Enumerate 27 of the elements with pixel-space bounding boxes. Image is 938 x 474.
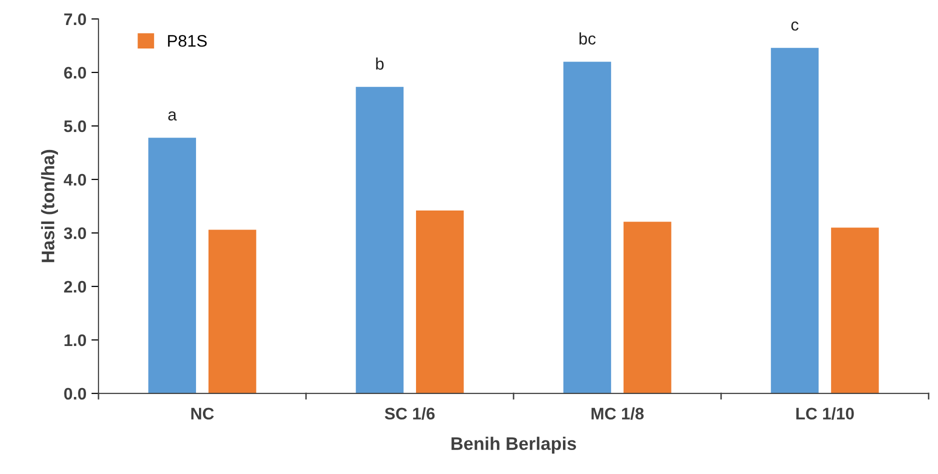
x-tick-label: SC 1/6 xyxy=(384,407,435,420)
bar xyxy=(208,230,256,394)
annotation: bc xyxy=(580,32,596,45)
annotation: b xyxy=(376,57,384,70)
y-tick-label: 5.0 xyxy=(64,120,86,132)
bar xyxy=(770,48,819,394)
bar xyxy=(148,138,196,394)
bar xyxy=(356,86,404,394)
y-tick-label: 3.0 xyxy=(64,227,86,240)
annotation: c xyxy=(791,22,798,31)
y-tick-label: 0.0 xyxy=(64,388,86,400)
y-tick-label: 4.0 xyxy=(64,174,86,186)
bar xyxy=(831,228,879,394)
y-tick-label: 1.0 xyxy=(64,334,86,346)
y-axis-title: Hasil (ton/ha) xyxy=(41,150,58,262)
x-tick-label: LC 1/10 xyxy=(796,407,854,420)
x-tick-label: MC 1/8 xyxy=(592,407,644,420)
legend-label: P81S xyxy=(168,34,207,47)
y-tick-label: 7.0 xyxy=(64,13,86,26)
y-tick-label: 6.0 xyxy=(64,66,86,79)
bar xyxy=(416,210,464,394)
x-axis-title: Benih Berlapis xyxy=(452,436,576,454)
y-tick-label: 2.0 xyxy=(64,280,86,293)
bar xyxy=(624,222,672,394)
annotation: a xyxy=(168,111,177,121)
x-tick-label: NC xyxy=(191,408,214,420)
bar xyxy=(563,62,612,394)
